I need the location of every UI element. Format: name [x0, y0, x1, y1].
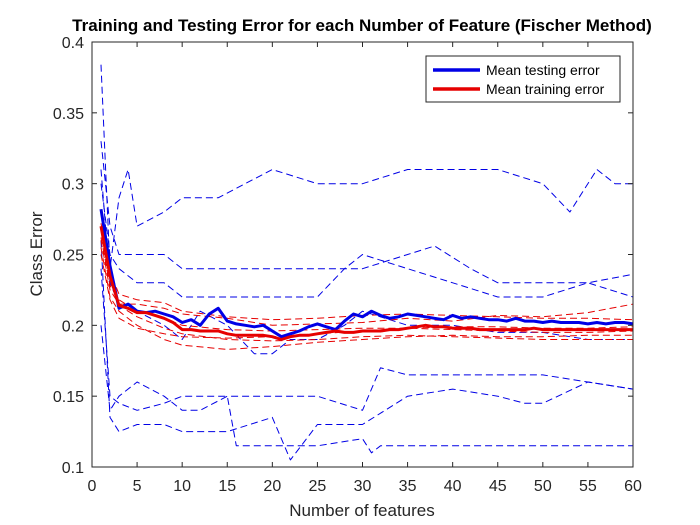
series-line-mean-training	[99, 225, 633, 341]
legend-box	[425, 55, 621, 103]
series-layer	[99, 64, 634, 461]
series-line-dashed-6	[100, 325, 634, 411]
x-tick-label: 0	[88, 478, 97, 495]
series-line-dashed-2	[100, 64, 633, 270]
x-tick-label: 35	[399, 478, 417, 495]
x-tick-label: 50	[534, 478, 552, 495]
series-line-dashed-12	[100, 228, 633, 342]
x-tick-label: 40	[444, 478, 462, 495]
x-tick-label: 20	[263, 478, 281, 495]
x-tick-label: 10	[173, 478, 191, 495]
x-axis-label: Number of features	[289, 501, 435, 520]
y-tick-label: 0.4	[62, 35, 84, 52]
legend-label-training: Mean training error	[486, 81, 605, 97]
y-axis-label: Class Error	[27, 211, 46, 296]
y-tick-label: 0.2	[62, 318, 84, 335]
x-tick-label: 45	[489, 478, 507, 495]
series-line-dashed-11	[100, 237, 634, 333]
y-tick-label: 0.1	[62, 460, 84, 477]
series-line-dashed-9	[100, 240, 634, 326]
series-line-dashed-8	[100, 268, 633, 454]
x-tick-label: 15	[218, 478, 236, 495]
x-axis: 0 5 10 15 20 25 30 35 40 45 50 55 60	[88, 42, 642, 495]
y-tick-label: 0.15	[53, 389, 84, 406]
series-line-dashed-7	[100, 240, 634, 461]
series-line-dashed-3	[100, 141, 634, 284]
y-tick-label: 0.35	[53, 106, 84, 123]
x-tick-label: 30	[354, 478, 372, 495]
x-tick-label: 25	[309, 478, 327, 495]
legend-label-testing: Mean testing error	[486, 62, 600, 78]
x-tick-label: 55	[579, 478, 597, 495]
chart-title: Training and Testing Error for each Numb…	[72, 16, 652, 35]
plot-area	[91, 41, 634, 468]
series-line-dashed-14	[100, 223, 634, 321]
y-axis: 0.1 0.15 0.2 0.25 0.3 0.35 0.4	[53, 35, 633, 477]
y-tick-label: 0.25	[53, 248, 84, 265]
y-tick-label: 0.3	[62, 177, 84, 194]
legend: Mean testing error Mean training error	[425, 55, 621, 103]
x-tick-label: 5	[133, 478, 142, 495]
series-line-mean-testing	[99, 208, 634, 339]
x-tick-label: 60	[624, 478, 642, 495]
series-line-dashed-10	[100, 247, 633, 350]
series-line-dashed-4	[100, 183, 634, 298]
